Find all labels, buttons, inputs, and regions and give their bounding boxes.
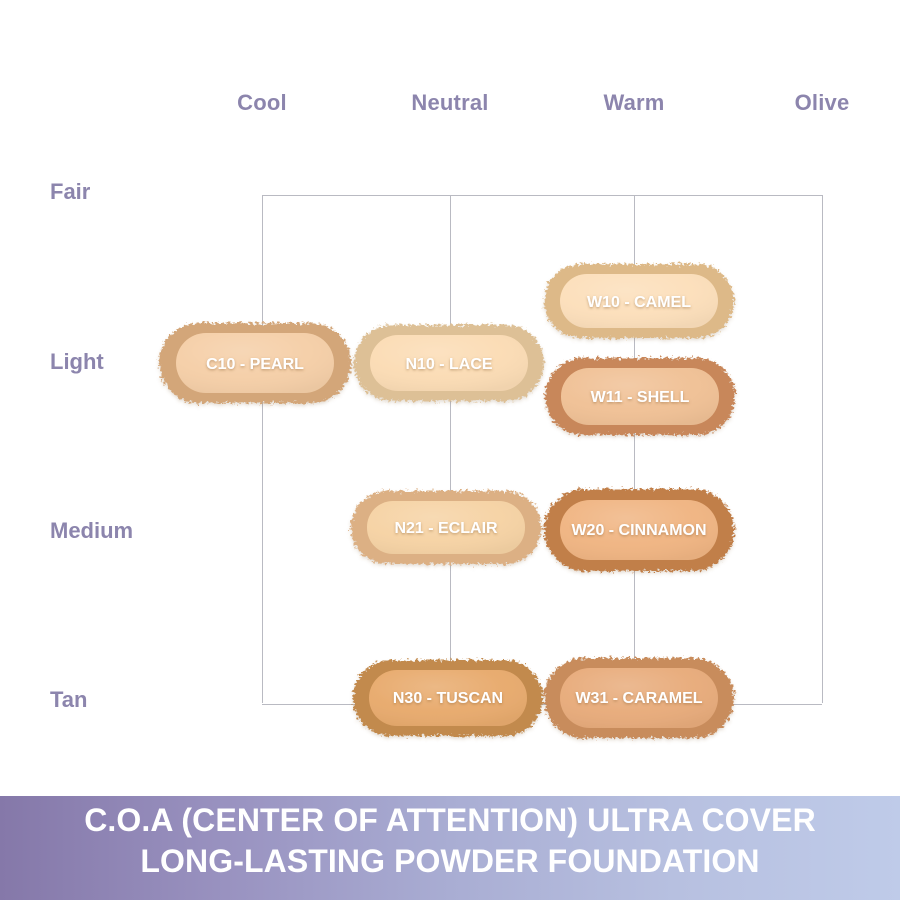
svg-text:W31 - CARAMEL: W31 - CARAMEL <box>575 690 702 707</box>
svg-text:N30 - TUSCAN: N30 - TUSCAN <box>393 690 503 707</box>
svg-text:N10 - LACE: N10 - LACE <box>405 356 492 373</box>
svg-text:W10 - CAMEL: W10 - CAMEL <box>587 294 691 311</box>
svg-text:N21 - ECLAIR: N21 - ECLAIR <box>394 520 498 537</box>
svg-text:W11 - SHELL: W11 - SHELL <box>591 389 690 406</box>
svg-text:W20 - CINNAMON: W20 - CINNAMON <box>571 522 706 539</box>
svg-text:C10 - PEARL: C10 - PEARL <box>206 356 304 373</box>
